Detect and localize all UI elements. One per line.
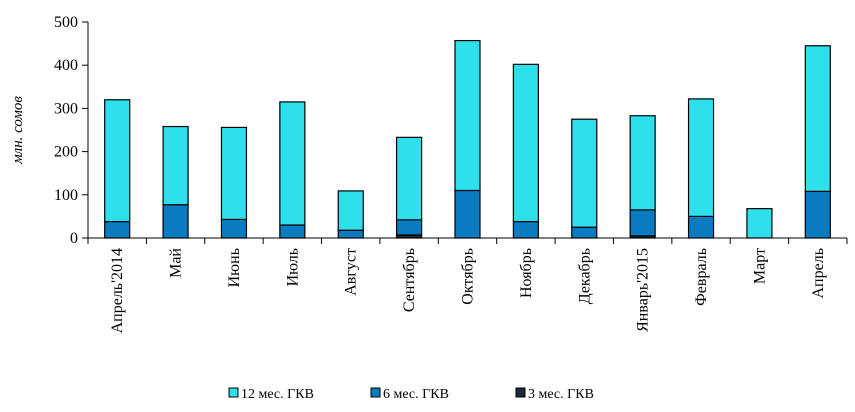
bar-segment — [396, 136, 423, 221]
x-category-label: Апрель'2014 — [109, 248, 126, 333]
legend-label: 3 мес. ГКВ — [528, 387, 594, 402]
y-axis: 0 100 200 300 400 500 — [54, 14, 89, 247]
bar-segment — [629, 115, 656, 211]
legend-swatch — [370, 387, 381, 398]
bar-segment — [804, 190, 831, 239]
x-category-label: Июнь — [226, 248, 243, 287]
x-category-label: Июль — [284, 248, 301, 286]
x-category-label: Май — [168, 248, 185, 278]
x-category-label: Август — [343, 248, 360, 296]
y-tick-label: 0 — [70, 230, 78, 247]
bar-segment — [220, 218, 248, 239]
bar-segment — [337, 190, 364, 231]
y-tick-label: 200 — [54, 144, 78, 161]
legend-swatch — [515, 387, 526, 398]
legend-swatch — [228, 387, 239, 398]
bar-segment — [571, 226, 598, 239]
legend-label: 12 мес. ГКВ — [241, 387, 314, 402]
bar-segment — [454, 189, 481, 239]
x-category-label: Апрель — [810, 248, 827, 299]
x-axis: Апрель'2014 Май Июнь Июль Август Сентябрь Октя… — [87, 237, 848, 333]
x-category-label: Февраль — [693, 248, 710, 306]
x-category-label: Март — [751, 248, 768, 284]
bar-segment — [629, 209, 656, 237]
y-tick-label: 500 — [54, 14, 78, 31]
y-tick-label: 400 — [54, 57, 78, 74]
bar-segment — [162, 204, 189, 239]
bar-segment — [104, 99, 131, 223]
bar-segment — [279, 224, 306, 239]
bar-segment — [687, 215, 715, 239]
x-category-label: Январь'2015 — [635, 248, 652, 332]
bar-segment — [512, 63, 539, 223]
legend-label: 6 мес. ГКВ — [383, 387, 449, 402]
bar-segment — [279, 101, 306, 226]
bars — [104, 39, 831, 239]
x-category-label: Декабрь — [576, 248, 593, 304]
bar-segment — [687, 98, 715, 217]
bar-segment — [746, 208, 773, 239]
bar-segment — [104, 220, 131, 239]
x-category-label: Ноябрь — [518, 248, 535, 298]
bar-segment — [162, 125, 189, 206]
bar-segment — [804, 45, 831, 192]
bar-segment — [512, 220, 539, 239]
bar-segment — [571, 118, 598, 228]
y-tick-label: 100 — [54, 187, 78, 204]
bar-segment — [337, 229, 364, 239]
bar-segment — [454, 39, 481, 192]
x-category-label: Сентябрь — [401, 248, 418, 312]
bar-segment — [396, 219, 423, 236]
bar-segment — [220, 126, 248, 221]
x-category-label: Октябрь — [460, 248, 477, 305]
legend: 12 мес. ГКВ 6 мес. ГКВ 3 мес. ГКВ — [228, 387, 594, 402]
y-axis-label: млн. сомов — [10, 96, 26, 165]
y-tick-label: 300 — [54, 100, 78, 117]
